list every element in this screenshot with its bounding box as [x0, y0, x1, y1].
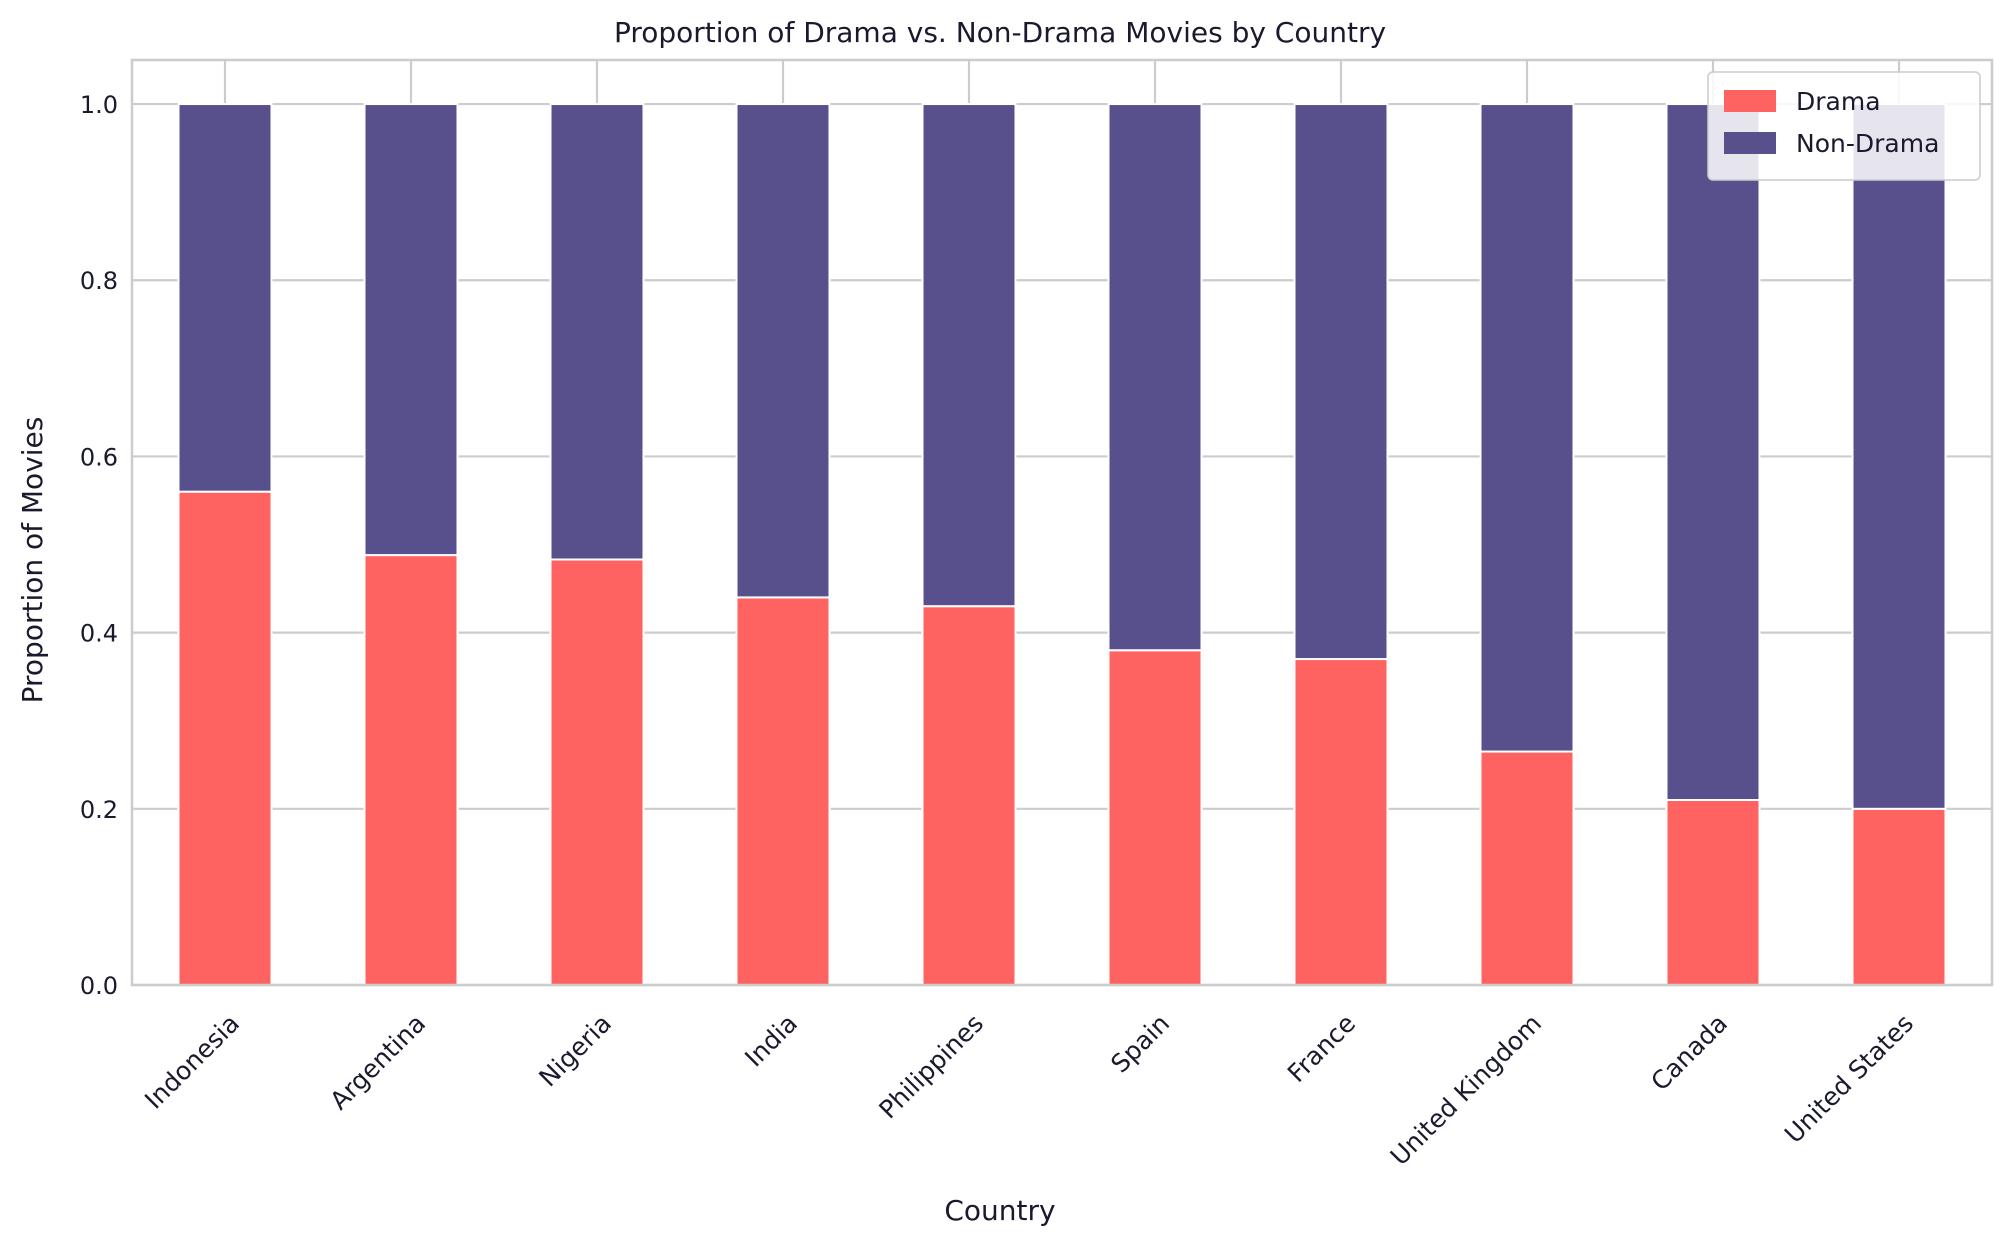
bar-drama-argentina [363, 554, 459, 986]
legend: Drama Non-Drama [1707, 71, 1981, 181]
y-tick-label: 0.2 [80, 796, 118, 824]
bar-non-drama-argentina [363, 103, 459, 557]
legend-label: Drama [1796, 87, 1881, 116]
bar-non-drama-united-kingdom [1479, 103, 1575, 753]
y-tick-label: 0.6 [80, 443, 118, 471]
bar-non-drama-spain [1107, 103, 1203, 652]
bar-drama-india [735, 596, 831, 987]
y-axis-label: Proportion of Movies [16, 417, 49, 704]
legend-label: Non-Drama [1796, 129, 1939, 158]
bar-drama-indonesia [177, 490, 273, 986]
y-tick-label: 1.0 [80, 91, 118, 119]
legend-swatch-drama [1724, 90, 1776, 112]
bar-non-drama-united-states [1851, 103, 1947, 810]
bar-non-drama-canada [1665, 103, 1761, 802]
bar-non-drama-indonesia [177, 103, 273, 493]
bar-non-drama-india [735, 103, 831, 599]
bar-non-drama-philippines [921, 103, 1017, 608]
x-axis-label: Country [944, 1194, 1055, 1227]
legend-swatch-non-drama [1724, 132, 1776, 154]
bar-drama-france [1293, 658, 1389, 986]
bar-drama-philippines [921, 605, 1017, 986]
y-tick-label: 0.0 [80, 972, 118, 1000]
y-tick-label: 0.8 [80, 267, 118, 295]
bar-drama-canada [1665, 799, 1761, 986]
plot-frame [130, 58, 1994, 987]
bar-drama-spain [1107, 649, 1203, 986]
chart-title: Proportion of Drama vs. Non-Drama Movies… [614, 16, 1386, 49]
bar-drama-united-kingdom [1479, 750, 1575, 986]
bar-drama-united-states [1851, 807, 1947, 986]
bar-drama-nigeria [549, 558, 645, 986]
bar-non-drama-france [1293, 103, 1389, 661]
bar-non-drama-nigeria [549, 103, 645, 561]
y-tick-label: 0.4 [80, 620, 118, 648]
